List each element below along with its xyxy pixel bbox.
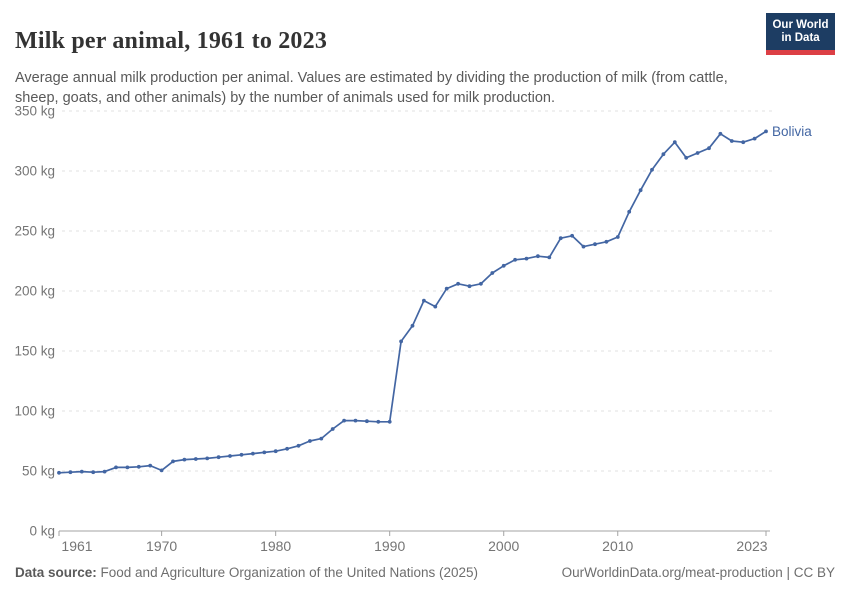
owid-logo-line2: in Data (781, 31, 820, 44)
data-point-2000[interactable] (501, 263, 506, 268)
data-point-2010[interactable] (615, 235, 620, 239)
data-point-1971[interactable] (171, 459, 175, 464)
data-point-1990[interactable] (387, 419, 392, 424)
data-point-2008[interactable] (593, 242, 597, 247)
data-point-1975[interactable] (216, 455, 221, 460)
y-axis-tick-label: 250 kg (14, 224, 55, 239)
data-point-1988[interactable] (365, 419, 369, 424)
data-point-1974[interactable] (205, 456, 210, 461)
data-point-1996[interactable] (456, 281, 460, 286)
data-point-1992[interactable] (410, 323, 415, 328)
data-point-1977[interactable] (239, 452, 244, 457)
data-point-1978[interactable] (251, 451, 255, 456)
data-point-2019[interactable] (718, 131, 723, 136)
data-point-1966[interactable] (114, 465, 118, 470)
x-axis-tick-label: 2023 (736, 538, 767, 554)
y-axis-tick-label: 0 kg (29, 524, 55, 539)
data-point-1980[interactable] (273, 449, 278, 454)
y-axis-tick-label: 100 kg (14, 404, 55, 419)
data-point-1970[interactable] (159, 468, 164, 473)
x-axis-tick-label: 2000 (488, 538, 519, 554)
data-point-2018[interactable] (707, 146, 711, 151)
y-axis-tick-label: 200 kg (14, 284, 55, 299)
data-point-1985[interactable] (330, 427, 335, 431)
x-axis-tick-label: 1970 (146, 538, 177, 554)
owid-citation-link[interactable]: OurWorldinData.org/meat-production | CC … (561, 565, 835, 580)
data-point-2012[interactable] (638, 188, 643, 193)
x-axis-tick-label: 1980 (260, 538, 291, 554)
data-point-1987[interactable] (353, 418, 358, 423)
data-point-1963[interactable] (79, 469, 84, 474)
series-label-bolivia[interactable]: Bolivia (772, 124, 812, 139)
page-title: Milk per animal, 1961 to 2023 (15, 28, 328, 55)
data-point-2004[interactable] (547, 255, 552, 260)
y-axis-tick-label: 50 kg (22, 464, 55, 479)
data-point-1961[interactable] (57, 470, 61, 475)
x-axis-tick-label: 1990 (374, 538, 405, 554)
data-point-1991[interactable] (399, 339, 403, 344)
data-point-1995[interactable] (444, 286, 449, 291)
data-point-1967[interactable] (125, 465, 130, 470)
data-point-1986[interactable] (342, 418, 346, 423)
data-point-1964[interactable] (91, 470, 96, 475)
data-point-1979[interactable] (262, 450, 267, 455)
data-point-2022[interactable] (752, 136, 757, 141)
owid-logo[interactable]: Our World in Data (766, 13, 835, 55)
data-point-2016[interactable] (684, 155, 689, 160)
data-point-1969[interactable] (148, 463, 153, 468)
data-point-1998[interactable] (479, 281, 483, 286)
data-point-2017[interactable] (695, 151, 700, 155)
data-point-2013[interactable] (650, 167, 654, 172)
data-source-text: Food and Agriculture Organization of the… (96, 565, 479, 580)
chart-footer: Data source: Food and Agriculture Organi… (15, 565, 835, 580)
series-line-bolivia[interactable] (58, 130, 767, 474)
data-point-2020[interactable] (729, 139, 734, 143)
y-axis-tick-label: 300 kg (14, 164, 55, 179)
data-point-2003[interactable] (536, 254, 540, 259)
data-source-label: Data source: (15, 565, 97, 580)
data-point-1976[interactable] (228, 454, 232, 458)
x-axis-tick-label: 1961 (61, 538, 92, 554)
owid-logo-line1: Our World (772, 18, 829, 31)
data-point-2006[interactable] (570, 233, 574, 238)
data-point-1983[interactable] (308, 439, 312, 443)
data-point-1968[interactable] (136, 464, 141, 469)
data-point-1981[interactable] (285, 446, 289, 451)
y-axis-tick-label: 350 kg (14, 104, 55, 119)
data-source-note: Data source: Food and Agriculture Organi… (15, 565, 478, 580)
data-point-1984[interactable] (319, 436, 324, 441)
data-point-2007[interactable] (581, 244, 586, 249)
data-point-2001[interactable] (513, 257, 517, 262)
y-axis-tick-label: 150 kg (14, 344, 55, 359)
data-point-2023[interactable] (764, 129, 768, 134)
data-point-1972[interactable] (182, 457, 187, 462)
data-point-2021[interactable] (741, 140, 746, 145)
data-point-2002[interactable] (524, 256, 529, 261)
data-point-2015[interactable] (672, 140, 677, 145)
data-point-1962[interactable] (68, 470, 73, 475)
data-point-1993[interactable] (422, 298, 426, 303)
x-axis-tick-label: 2010 (602, 538, 633, 554)
chart-subtitle: Average annual milk production per anima… (15, 69, 728, 106)
data-point-1965[interactable] (102, 469, 107, 474)
data-point-2014[interactable] (661, 152, 666, 157)
data-point-1994[interactable] (433, 304, 438, 309)
data-point-2011[interactable] (627, 209, 632, 214)
data-point-1999[interactable] (490, 271, 495, 275)
data-point-2009[interactable] (604, 239, 609, 244)
data-point-2005[interactable] (558, 236, 563, 241)
data-point-1982[interactable] (296, 443, 301, 448)
data-point-1997[interactable] (467, 284, 472, 289)
data-point-1973[interactable] (193, 457, 198, 461)
data-point-1989[interactable] (376, 419, 381, 424)
